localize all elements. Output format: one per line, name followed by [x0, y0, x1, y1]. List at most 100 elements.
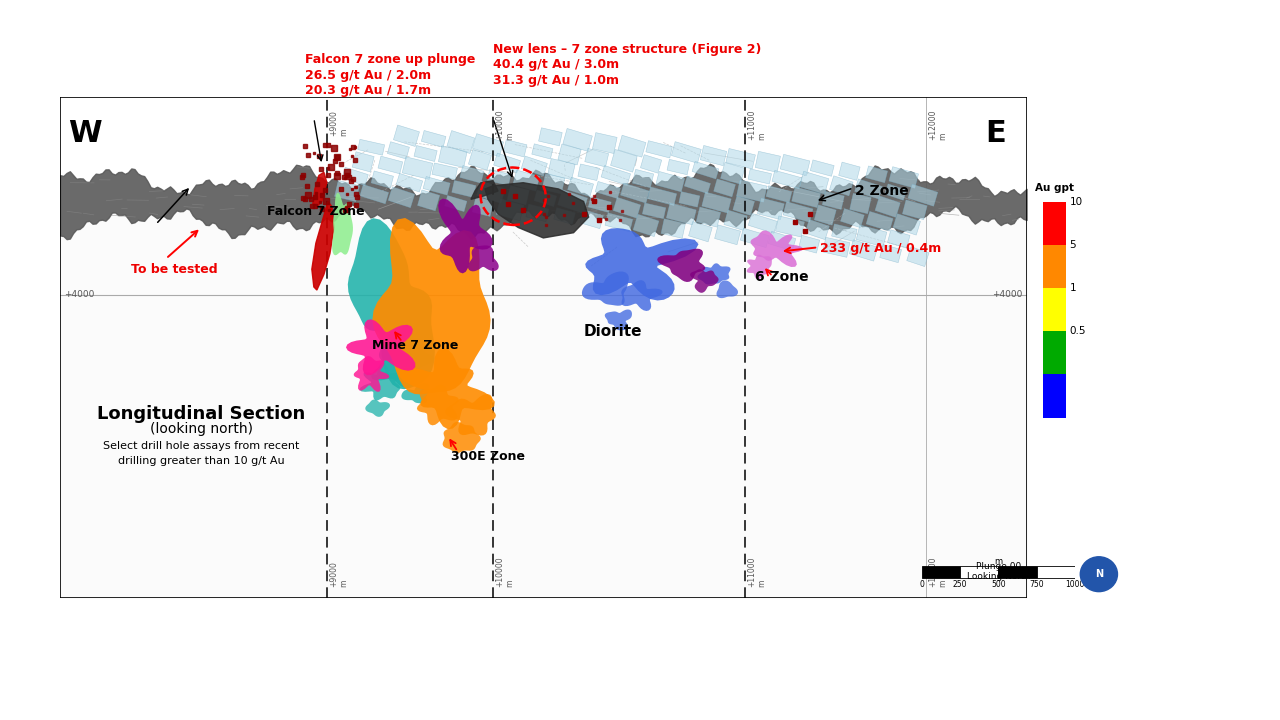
Polygon shape [393, 125, 420, 146]
Polygon shape [579, 164, 599, 181]
Polygon shape [879, 245, 901, 263]
Polygon shape [632, 169, 654, 188]
Polygon shape [402, 383, 430, 404]
Text: To be tested: To be tested [131, 263, 218, 276]
Polygon shape [646, 140, 672, 158]
Polygon shape [417, 190, 439, 211]
Polygon shape [867, 212, 893, 231]
Polygon shape [312, 202, 334, 290]
Polygon shape [413, 145, 438, 161]
Text: 750: 750 [1029, 580, 1044, 589]
Text: Falcon 7 zone up plunge: Falcon 7 zone up plunge [305, 53, 475, 66]
Polygon shape [580, 210, 603, 229]
Polygon shape [348, 218, 435, 390]
Polygon shape [750, 230, 803, 267]
Text: 10: 10 [1070, 197, 1083, 207]
Text: 26.5 g/t Au / 2.0m: 26.5 g/t Au / 2.0m [305, 68, 431, 81]
Polygon shape [726, 148, 755, 169]
Text: Mine 7 Zone: Mine 7 Zone [372, 339, 458, 352]
Text: 0: 0 [919, 580, 924, 589]
Polygon shape [388, 187, 415, 207]
Polygon shape [563, 128, 593, 151]
Polygon shape [855, 179, 882, 199]
Polygon shape [531, 144, 553, 159]
Polygon shape [772, 171, 803, 189]
Polygon shape [640, 155, 662, 174]
Polygon shape [567, 177, 594, 197]
Polygon shape [460, 166, 484, 183]
Polygon shape [876, 196, 900, 217]
Polygon shape [346, 319, 415, 375]
Polygon shape [890, 167, 919, 188]
Polygon shape [497, 199, 524, 221]
Polygon shape [643, 203, 666, 219]
Polygon shape [485, 183, 589, 238]
Polygon shape [838, 162, 860, 180]
Polygon shape [621, 280, 663, 311]
Polygon shape [736, 180, 767, 202]
Polygon shape [902, 200, 927, 220]
Text: drilling greater than 10 g/t Au: drilling greater than 10 g/t Au [118, 456, 284, 466]
Polygon shape [554, 207, 575, 225]
Bar [960, 567, 998, 578]
Polygon shape [884, 184, 906, 200]
Polygon shape [444, 196, 467, 212]
Polygon shape [746, 255, 772, 279]
Polygon shape [342, 167, 369, 186]
Text: +10000
m: +10000 m [495, 557, 515, 588]
Polygon shape [358, 140, 384, 155]
Text: Au gpt: Au gpt [1036, 183, 1074, 193]
Polygon shape [360, 184, 389, 204]
Polygon shape [689, 222, 712, 242]
Polygon shape [371, 171, 393, 188]
Text: N: N [1094, 570, 1103, 579]
Polygon shape [513, 170, 540, 191]
Polygon shape [541, 174, 564, 194]
Polygon shape [667, 203, 696, 225]
Polygon shape [690, 269, 718, 293]
Bar [1043, 202, 1066, 245]
Polygon shape [667, 159, 690, 175]
Polygon shape [671, 142, 701, 163]
Text: 233 g/t Au / 0.4m: 233 g/t Au / 0.4m [820, 242, 942, 255]
Polygon shape [850, 240, 878, 261]
Text: 500: 500 [991, 580, 1006, 589]
Polygon shape [823, 238, 850, 257]
Polygon shape [372, 218, 490, 395]
Text: 6 Zone: 6 Zone [755, 269, 809, 284]
Text: +11000
m: +11000 m [746, 109, 767, 140]
Bar [1043, 288, 1066, 331]
Polygon shape [494, 153, 521, 173]
Polygon shape [755, 151, 781, 172]
Text: Select drill hole assays from recent: Select drill hole assays from recent [102, 441, 300, 451]
Polygon shape [776, 216, 804, 237]
Polygon shape [353, 356, 389, 392]
Polygon shape [799, 235, 819, 253]
Polygon shape [585, 148, 609, 167]
Polygon shape [768, 231, 796, 251]
Polygon shape [841, 209, 864, 228]
Polygon shape [602, 166, 631, 185]
Polygon shape [765, 186, 792, 202]
Polygon shape [431, 163, 457, 179]
Polygon shape [740, 228, 769, 248]
Text: Falcon 7 Zone: Falcon 7 Zone [266, 205, 364, 218]
Text: 40.4 g/t Au / 3.0m: 40.4 g/t Au / 3.0m [493, 58, 620, 71]
Polygon shape [472, 197, 494, 217]
Polygon shape [805, 220, 829, 240]
Polygon shape [468, 246, 499, 271]
Polygon shape [585, 228, 699, 300]
Polygon shape [534, 190, 557, 207]
Polygon shape [721, 163, 745, 184]
Text: +4000: +4000 [992, 289, 1023, 299]
Polygon shape [424, 176, 451, 195]
Polygon shape [724, 210, 748, 230]
Polygon shape [468, 149, 492, 170]
Polygon shape [593, 132, 617, 153]
Polygon shape [800, 171, 829, 194]
Text: Diorite: Diorite [584, 324, 643, 339]
Polygon shape [810, 160, 835, 176]
Polygon shape [829, 176, 852, 196]
Text: (looking north): (looking north) [150, 423, 252, 436]
Polygon shape [452, 181, 476, 197]
